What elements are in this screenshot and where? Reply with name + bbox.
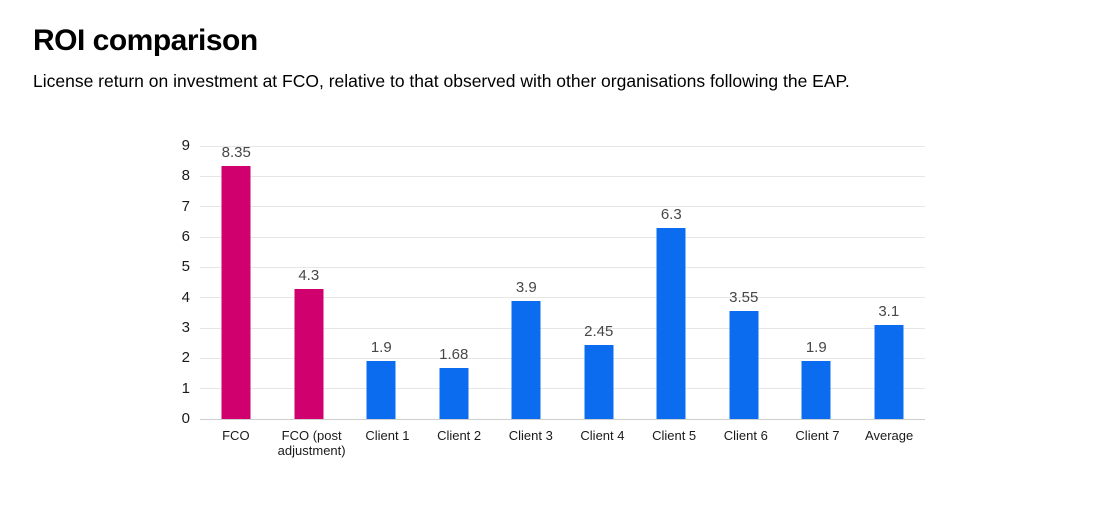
category-label: Client 6 — [723, 428, 768, 443]
category-label: Average — [865, 428, 914, 443]
y-tick-label: 5 — [181, 258, 190, 276]
y-tick-label: 3 — [181, 319, 190, 337]
gridline — [200, 266, 925, 268]
bar-value-label: 8.35 — [221, 143, 251, 161]
category-label: Client 4 — [580, 428, 625, 443]
y-tick-label: 1 — [181, 379, 190, 397]
y-tick-label: 6 — [181, 228, 190, 246]
category-label: Client 5 — [652, 428, 697, 443]
y-tick-label: 9 — [181, 137, 190, 154]
bar — [729, 311, 759, 419]
category-label: FCO — [222, 428, 250, 443]
bar-column: 2.45 — [563, 146, 636, 419]
bar-value-label: 1.9 — [370, 339, 392, 357]
category-label: FCO (post adjustment) — [277, 428, 346, 458]
bar — [511, 300, 541, 419]
chart-subtitle: License return on investment at FCO, rel… — [33, 71, 850, 91]
category-label: Client 3 — [508, 428, 553, 443]
bar — [294, 288, 324, 419]
bar-value-label: 1.9 — [805, 339, 827, 357]
bar — [801, 361, 831, 419]
bar-value-label: 6.3 — [660, 205, 682, 223]
gridline — [200, 388, 925, 390]
bar-value-label: 2.45 — [584, 322, 614, 340]
bar-value-label: 3.1 — [878, 302, 900, 320]
bar-column: 3.1 — [853, 146, 926, 419]
bar-column: 1.9 — [780, 146, 853, 419]
y-tick-label: 7 — [181, 197, 190, 215]
bar — [439, 368, 469, 419]
bar-column: 1.68 — [418, 146, 491, 419]
y-tick-label: 8 — [181, 167, 190, 185]
bar-value-label: 4.3 — [298, 266, 320, 284]
bar-value-label: 1.68 — [439, 346, 469, 364]
chart-title: ROI comparison — [33, 24, 258, 57]
category-label: Client 7 — [795, 428, 840, 443]
bar-column: 3.9 — [490, 146, 563, 419]
gridline — [200, 357, 925, 359]
y-axis-labels: 0 1 2 3 4 5 6 7 8 9 — [158, 138, 190, 426]
bar-value-label: 3.9 — [515, 278, 537, 296]
bar — [874, 324, 904, 419]
bar — [656, 227, 686, 419]
bar-column: 3.55 — [708, 146, 781, 419]
bar-column: 6.3 — [635, 146, 708, 419]
bars-row: 8.35 4.3 1.9 1.68 3.9 2.45 6.3 3.55 1.9 3.1 — [200, 143, 926, 419]
gridline — [200, 145, 925, 147]
gridline — [200, 327, 925, 329]
gridline — [200, 236, 925, 238]
bar — [221, 165, 251, 419]
y-tick-label: 2 — [181, 349, 190, 367]
gridline — [200, 206, 925, 208]
y-tick-label: 0 — [181, 410, 190, 427]
bar-value-label: 3.55 — [729, 289, 759, 307]
bar — [366, 361, 396, 419]
bar-column: 8.35 — [200, 143, 273, 419]
gridline — [200, 175, 925, 177]
bar-column: 1.9 — [345, 146, 418, 419]
bar — [584, 344, 614, 419]
category-label: Client 1 — [365, 428, 410, 443]
plot-area: 8.35 4.3 1.9 1.68 3.9 2.45 6.3 3.55 1.9 3.1 — [200, 143, 926, 420]
bar-column: 4.3 — [273, 146, 346, 419]
y-tick-label: 4 — [181, 288, 190, 306]
x-axis-line — [200, 418, 925, 420]
x-axis-labels: FCO FCO (post adjustment) Client 1 Client 2… — [200, 428, 925, 458]
gridline — [200, 297, 925, 299]
category-label: Client 2 — [437, 428, 482, 443]
